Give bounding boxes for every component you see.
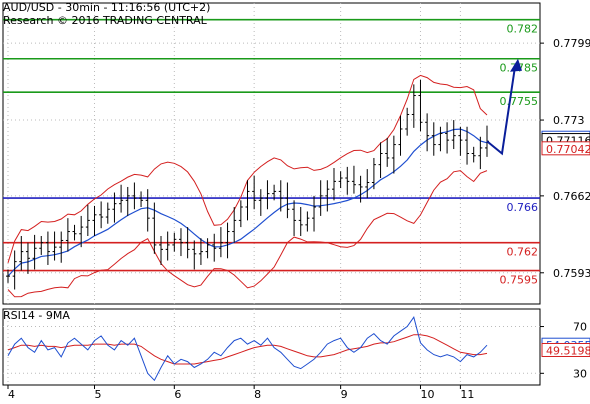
level-label: 0.762 <box>507 246 539 259</box>
projection-arrow-head <box>510 58 522 72</box>
y-tick-label: 0.7799 <box>553 37 590 50</box>
moving-average-line <box>7 128 488 277</box>
rsi-ma-line <box>7 334 488 365</box>
y-tick-label: 0.773 <box>553 114 585 127</box>
copyright-text: Research © 2016 TRADING CENTRAL <box>3 14 208 27</box>
price-tag-box <box>541 141 590 156</box>
rsi-tick-label: 70 <box>573 321 587 334</box>
x-tick-label: 9 <box>341 388 348 400</box>
moving-average <box>7 128 488 277</box>
x-tick-label: 6 <box>174 388 181 400</box>
rsi-grid <box>2 308 541 386</box>
price-bars <box>6 79 489 290</box>
rsi-lines <box>7 316 488 382</box>
price-tag-label: 0.77042 <box>546 143 590 156</box>
x-tick-label: 8 <box>254 388 261 400</box>
rsi-tag-box <box>541 342 590 357</box>
rsi-line <box>7 316 488 382</box>
chart-title: AUD/USD - 30min - 11:16:56 (UTC+2) <box>3 1 210 14</box>
level-label: 0.7595 <box>500 274 539 287</box>
x-tick-label: 5 <box>94 388 101 400</box>
x-tick-label: 11 <box>460 388 474 400</box>
main-y-axis: 0.7799 0.773 0.7662 0.7593 <box>540 37 590 280</box>
x-tick-label: 10 <box>420 388 434 400</box>
x-tick-label: 4 <box>8 388 15 400</box>
level-label: 0.766 <box>507 201 539 214</box>
y-tick-label: 0.7662 <box>553 190 590 203</box>
level-label: 0.7755 <box>500 95 539 108</box>
rsi-title: RSI14 - 9MA <box>3 309 70 322</box>
main-grid <box>2 2 541 305</box>
x-axis: 4 5 6 8 9 10 11 <box>3 384 540 401</box>
projection-arrow-line <box>486 66 516 156</box>
rsi-y-axis: 70 30 <box>540 321 587 380</box>
level-label: 0.782 <box>507 23 539 36</box>
bollinger-lower <box>7 170 488 298</box>
main-panel-frame <box>2 2 541 305</box>
rsi-tags: 54.035549.5198 <box>541 337 590 357</box>
projection-arrow <box>486 58 522 156</box>
rsi-tag-label: 49.5198 <box>546 344 590 357</box>
y-tick-label: 0.7593 <box>553 267 590 280</box>
rsi-tick-label: 30 <box>573 367 587 380</box>
